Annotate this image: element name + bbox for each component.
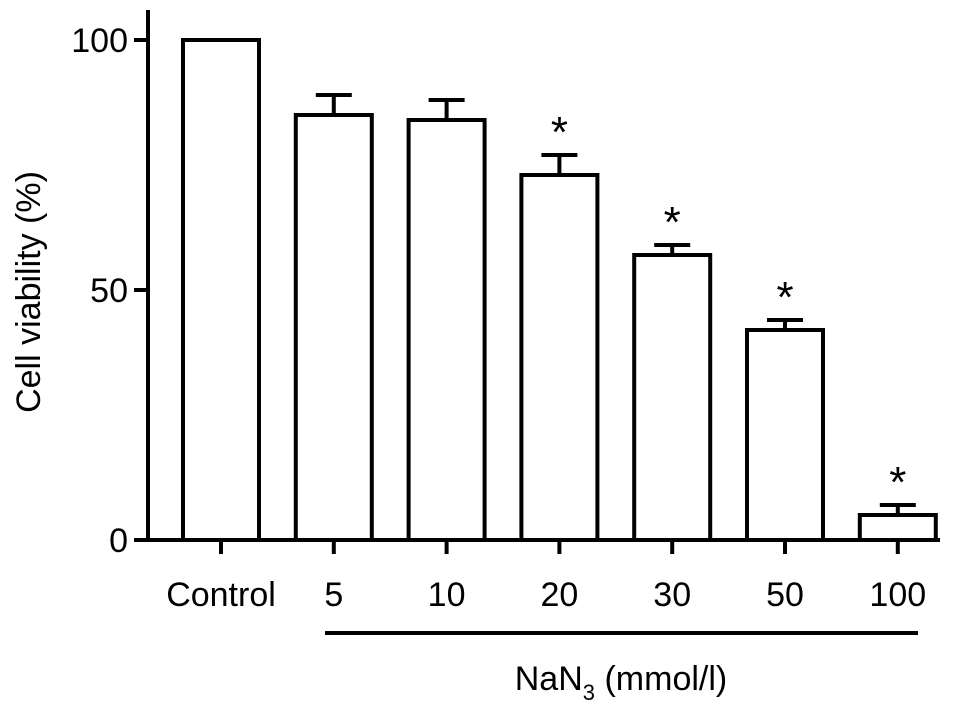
x-axis-label: NaN3 (mmol/l): [515, 660, 727, 705]
bar-50: [745, 328, 825, 542]
x-tick-label: 10: [428, 576, 466, 614]
x-tick-label: 20: [540, 576, 578, 614]
y-axis-label: Cell viability (%): [10, 171, 48, 413]
bar-100: [857, 513, 938, 542]
bars: * * * *: [181, 38, 938, 542]
significance-star: *: [776, 273, 793, 322]
x-axis-label-subscript: 3: [583, 680, 595, 705]
significance-star: *: [889, 458, 906, 507]
x-axis-label-prefix: NaN: [515, 660, 583, 698]
y-tick-label: 50: [90, 272, 128, 310]
bar-10: [406, 118, 487, 542]
bar-20: [519, 173, 600, 542]
bar-30: [632, 253, 713, 542]
x-tick-label: 50: [766, 576, 804, 614]
x-ticks: Control 5 10 20 30 50 100: [166, 540, 926, 614]
y-tick-label: 100: [71, 22, 128, 60]
x-tick-label: 30: [653, 576, 691, 614]
y-ticks: 0 50 100: [71, 22, 148, 560]
significance-star: *: [551, 108, 568, 157]
x-tick-label: 5: [324, 576, 343, 614]
x-tick-label: Control: [166, 576, 276, 614]
y-tick-label: 0: [109, 522, 128, 560]
x-tick-label: 100: [869, 576, 926, 614]
x-axis-label-suffix: (mmol/l): [595, 660, 727, 698]
significance-star: *: [664, 198, 681, 247]
bar-5: [293, 113, 374, 542]
bar-control: [181, 38, 261, 542]
